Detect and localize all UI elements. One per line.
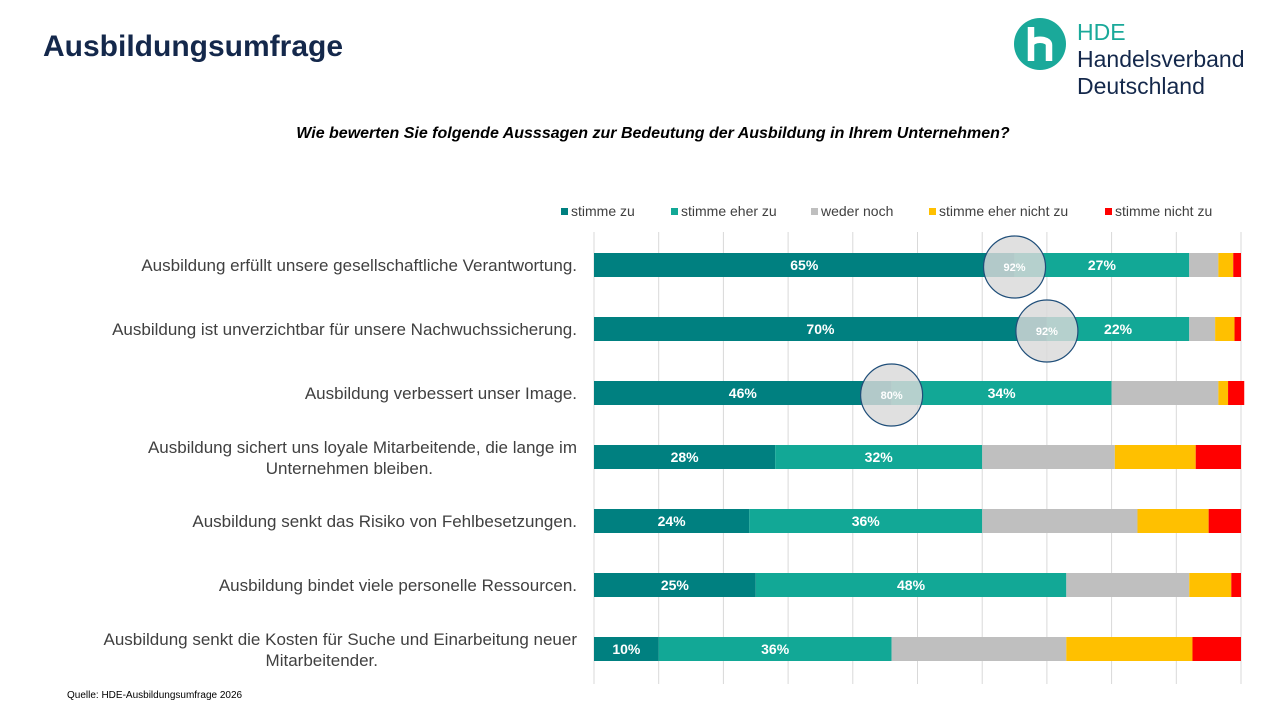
data-label: 46% xyxy=(729,385,758,401)
total-circle xyxy=(860,363,924,427)
total-circle xyxy=(1015,299,1079,363)
bar-segment xyxy=(594,317,1047,341)
legend-swatch xyxy=(929,208,936,215)
bar-segment xyxy=(1228,381,1245,405)
bar-segment xyxy=(594,637,659,661)
data-label: 28% xyxy=(671,449,700,465)
bar-segment xyxy=(594,509,750,533)
data-label: 48% xyxy=(897,577,926,593)
category-label: Ausbildung senkt die Kosten für Suche un… xyxy=(104,630,578,670)
bar-segment xyxy=(982,509,1138,533)
bar-segment xyxy=(1192,637,1241,661)
category-label-line: Ausbildung senkt die Kosten für Suche un… xyxy=(104,630,578,649)
data-label: 24% xyxy=(658,513,687,529)
total-circle xyxy=(982,235,1047,299)
bar-segment xyxy=(775,445,983,469)
bar-segment xyxy=(1208,509,1241,533)
data-label: 36% xyxy=(852,513,881,529)
bar-segment xyxy=(1114,445,1196,469)
total-label: 92% xyxy=(1036,326,1058,338)
data-label: 65% xyxy=(790,257,819,273)
bar-segment xyxy=(1111,381,1219,405)
category-label: Ausbildung ist unverzichtbar für unsere … xyxy=(112,320,577,339)
bar-segment xyxy=(1066,637,1193,661)
bar-segment xyxy=(891,381,1112,405)
bar-segment xyxy=(594,253,1015,277)
hde-logo-icon xyxy=(1014,18,1066,70)
total-label: 92% xyxy=(1004,262,1026,274)
legend-label: stimme eher nicht zu xyxy=(939,203,1068,219)
legend-label: weder noch xyxy=(820,203,893,219)
bar-segment xyxy=(1189,573,1232,597)
legend-swatch xyxy=(561,208,568,215)
category-label: Ausbildung senkt das Risiko von Fehlbese… xyxy=(192,512,577,531)
legend-label: stimme zu xyxy=(571,203,635,219)
bar-segment xyxy=(749,509,983,533)
hde-logo: HDE Handelsverband Deutschland xyxy=(1012,16,1262,106)
bar-segment xyxy=(594,381,892,405)
legend-swatch xyxy=(671,208,678,215)
bar-segment xyxy=(1218,253,1234,277)
category-label-line: Mitarbeitender. xyxy=(266,651,378,670)
total-label: 80% xyxy=(881,390,903,402)
data-label: 32% xyxy=(865,449,894,465)
data-label: 27% xyxy=(1088,257,1117,273)
bar-segment xyxy=(1231,573,1241,597)
bar-segment xyxy=(982,445,1115,469)
chart-question: Wie bewerten Sie folgende Ausssagen zur … xyxy=(296,125,1010,142)
legend-label: stimme nicht zu xyxy=(1115,203,1212,219)
legend-swatch xyxy=(1105,208,1112,215)
bar-segment xyxy=(1233,253,1241,277)
logo-line-2: Handelsverband xyxy=(1077,46,1245,72)
bar-segment xyxy=(755,573,1067,597)
bar-segment xyxy=(1234,317,1241,341)
legend-label: stimme eher zu xyxy=(681,203,777,219)
bar-segment xyxy=(1137,509,1209,533)
bar-segment xyxy=(1189,253,1219,277)
bar-segment xyxy=(658,637,892,661)
bar-segment xyxy=(1215,317,1235,341)
data-label: 70% xyxy=(806,321,835,337)
legend-swatch xyxy=(811,208,818,215)
data-label: 34% xyxy=(988,385,1017,401)
data-label: 22% xyxy=(1104,321,1133,337)
bar-segment xyxy=(1066,573,1190,597)
bar-segment xyxy=(891,637,1067,661)
data-label: 10% xyxy=(612,641,641,657)
category-label-line: Ausbildung sichert uns loyale Mitarbeite… xyxy=(148,438,577,457)
logo-line-1: HDE xyxy=(1077,19,1126,45)
bar-segment xyxy=(1189,317,1216,341)
bar-segment xyxy=(594,445,776,469)
bar-segment xyxy=(1195,445,1241,469)
category-label-line: Unternehmen bleiben. xyxy=(266,459,433,478)
source-note: Quelle: HDE-Ausbildungsumfrage 2026 xyxy=(67,690,243,701)
page-title: Ausbildungsumfrage xyxy=(43,30,344,63)
category-label: Ausbildung verbessert unser Image. xyxy=(305,384,577,403)
bar-segment xyxy=(1218,381,1229,405)
bar-segment xyxy=(594,573,756,597)
data-label: 36% xyxy=(761,641,790,657)
data-label: 25% xyxy=(661,577,690,593)
category-label: Ausbildung sichert uns loyale Mitarbeite… xyxy=(148,438,577,478)
logo-line-3: Deutschland xyxy=(1077,73,1205,99)
category-label: Ausbildung bindet viele personelle Resso… xyxy=(219,576,577,595)
category-label: Ausbildung erfüllt unsere gesellschaftli… xyxy=(141,256,577,275)
